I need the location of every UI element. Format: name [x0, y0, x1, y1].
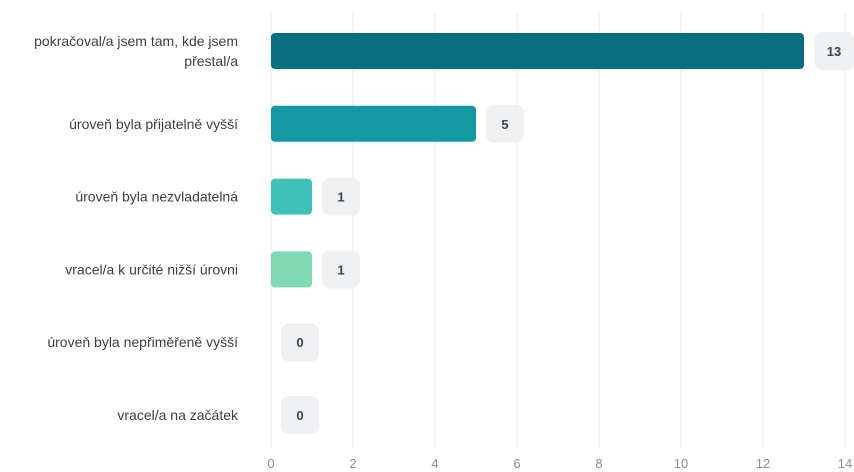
value-badge — [281, 323, 319, 362]
category-label: úroveň byla nezvladatelná — [75, 189, 238, 205]
bars — [271, 33, 804, 288]
x-tick-label: 14 — [838, 456, 852, 471]
value-label: 5 — [501, 117, 508, 132]
category-label: úroveň byla přijatelně vyšší — [69, 116, 238, 132]
x-tick-label: 4 — [431, 456, 438, 471]
value-label: 0 — [296, 335, 303, 350]
bar — [271, 178, 312, 215]
value-badge — [322, 177, 360, 216]
x-tick-label: 6 — [513, 456, 520, 471]
x-tick-label: 12 — [756, 456, 770, 471]
value-label: 13 — [827, 44, 841, 59]
value-badge — [322, 250, 360, 289]
value-labels: 13 5 1 1 0 0 — [281, 32, 854, 434]
x-tick-label: 8 — [595, 456, 602, 471]
bar — [271, 105, 476, 142]
category-labels: pokračoval/a jsem tam, kde jsem přestal/a… — [34, 33, 239, 423]
grid-lines — [270, 12, 846, 448]
value-label: 1 — [337, 262, 344, 277]
category-label: úroveň byla nepřiměřeně vyšší — [47, 334, 238, 350]
value-label: 1 — [337, 190, 344, 205]
x-tick-label: 10 — [674, 456, 688, 471]
value-badge — [486, 104, 524, 143]
x-axis-ticks: 0 2 4 6 8 10 12 14 — [267, 456, 852, 471]
bar — [271, 33, 804, 69]
x-tick-label: 0 — [267, 456, 274, 471]
category-label: vracel/a na začátek — [117, 407, 239, 423]
category-label: vracel/a k určité nižší úrovni — [65, 261, 238, 277]
value-badge — [814, 32, 854, 70]
category-label: pokračoval/a jsem tam, kde jsem přestal/a — [34, 33, 238, 69]
x-tick-label: 2 — [349, 456, 356, 471]
value-badge — [281, 396, 319, 434]
value-label: 0 — [296, 408, 303, 423]
bar — [271, 251, 312, 288]
